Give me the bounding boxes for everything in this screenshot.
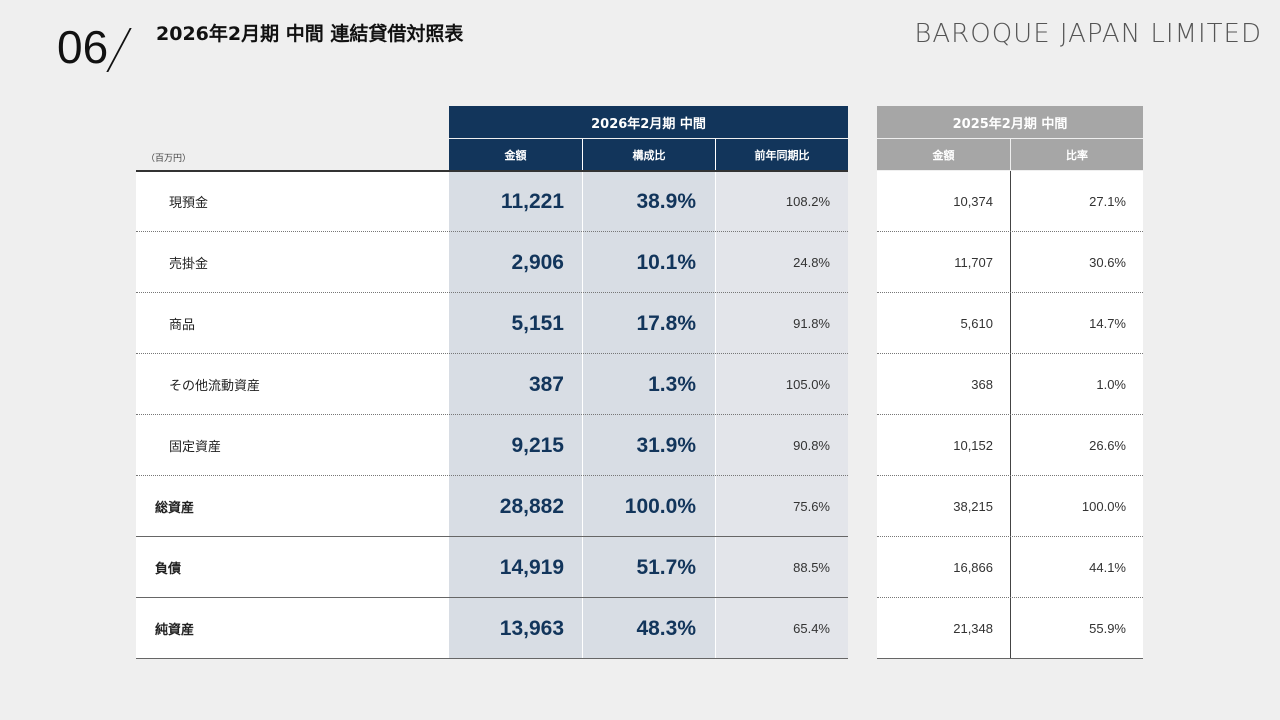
prev-ratio-cell: 26.6%	[1089, 438, 1126, 453]
yoy-cell: 75.6%	[793, 499, 830, 514]
current-period-header: 2026年2月期 中間	[449, 106, 848, 138]
amount-cell: 11,221	[500, 189, 564, 213]
prev-amount-cell: 38,215	[953, 499, 993, 514]
yoy-cell: 90.8%	[793, 438, 830, 453]
yoy-cell: 105.0%	[785, 377, 830, 392]
yoy-cell: 24.8%	[793, 255, 830, 270]
amount-cell: 387	[528, 372, 564, 396]
column-divider	[715, 139, 716, 659]
row-separator	[136, 292, 848, 293]
prev-ratio-cell: 44.1%	[1089, 560, 1126, 575]
table-top-rule	[136, 170, 848, 172]
prev-amount-cell: 11,707	[954, 255, 993, 270]
prev-col-header-amount: 金額	[877, 139, 1010, 170]
amount-cell: 5,151	[511, 311, 564, 335]
amount-column-bg	[449, 171, 582, 659]
prior-period-header: 2025年2月期 中間	[877, 106, 1143, 138]
row-label: 商品	[169, 318, 196, 333]
yoy-cell: 91.8%	[793, 316, 830, 331]
row-label: その他流動資産	[169, 379, 261, 394]
prev-amount-cell: 5,610	[960, 316, 993, 331]
col-header-composition: 構成比	[583, 139, 715, 170]
row-separator	[136, 231, 848, 232]
yoy-cell: 65.4%	[793, 621, 830, 636]
table-bottom-rule	[877, 658, 1143, 659]
yoy-cell: 88.5%	[793, 560, 830, 575]
amount-cell: 2,906	[511, 250, 564, 274]
yoy-column-bg	[716, 171, 848, 659]
row-separator	[877, 475, 1143, 476]
unit-label: （百万円）	[146, 154, 192, 164]
prev-ratio-cell: 14.7%	[1089, 316, 1126, 331]
amount-cell: 9,215	[511, 433, 564, 457]
row-separator	[877, 536, 1143, 537]
prev-col-header-ratio: 比率	[1011, 139, 1143, 170]
composition-cell: 48.3%	[636, 616, 696, 640]
composition-cell: 31.9%	[636, 433, 696, 457]
prev-amount-cell: 10,374	[953, 194, 993, 209]
amount-cell: 13,963	[499, 616, 564, 640]
amount-cell: 28,882	[499, 494, 564, 518]
page-title: 2026年2月期 中間 連結貸借対照表	[156, 23, 464, 45]
row-separator	[877, 292, 1143, 293]
prev-amount-cell: 368	[971, 377, 993, 392]
composition-column-bg	[583, 171, 715, 659]
label-column-bg	[136, 171, 449, 659]
table-bottom-rule	[136, 658, 848, 659]
row-separator	[877, 231, 1143, 232]
row-separator	[136, 475, 848, 476]
composition-cell: 38.9%	[636, 189, 696, 213]
prev-amount-cell: 21,348	[953, 621, 993, 636]
row-label: 現預金	[169, 196, 209, 211]
composition-cell: 51.7%	[636, 555, 696, 579]
composition-cell: 10.1%	[636, 250, 696, 274]
row-separator-solid	[136, 597, 848, 598]
col-header-yoy: 前年同期比	[716, 139, 848, 170]
row-label: 総資産	[155, 501, 195, 516]
yoy-cell: 108.2%	[785, 194, 830, 209]
title-slash-divider	[106, 28, 132, 72]
prev-ratio-cell: 55.9%	[1089, 621, 1126, 636]
composition-cell: 17.8%	[636, 311, 696, 335]
row-separator	[877, 414, 1143, 415]
prev-ratio-cell: 27.1%	[1089, 194, 1126, 209]
col-header-amount: 金額	[449, 139, 582, 170]
prev-amount-cell: 10,152	[953, 438, 993, 453]
row-separator	[877, 597, 1143, 598]
prev-ratio-cell: 100.0%	[1081, 499, 1126, 514]
row-label: 固定資産	[169, 440, 222, 455]
row-label: 負債	[155, 562, 182, 577]
row-label: 売掛金	[169, 257, 209, 272]
row-label: 純資産	[155, 623, 195, 638]
column-divider	[582, 139, 583, 659]
composition-cell: 100.0%	[624, 494, 696, 518]
row-separator	[136, 353, 848, 354]
prev-amount-cell: 16,866	[953, 560, 993, 575]
prev-ratio-cell: 1.0%	[1096, 377, 1126, 392]
amount-cell: 14,919	[499, 555, 564, 579]
brand-logo-text: BAROQUE JAPAN LIMITED	[914, 19, 1262, 49]
row-separator	[136, 414, 848, 415]
row-separator-solid	[136, 536, 848, 537]
row-separator	[877, 353, 1143, 354]
page-number: 06	[57, 21, 109, 73]
prev-ratio-cell: 30.6%	[1089, 255, 1126, 270]
composition-cell: 1.3%	[648, 372, 696, 396]
prior-column-divider	[1010, 171, 1011, 659]
